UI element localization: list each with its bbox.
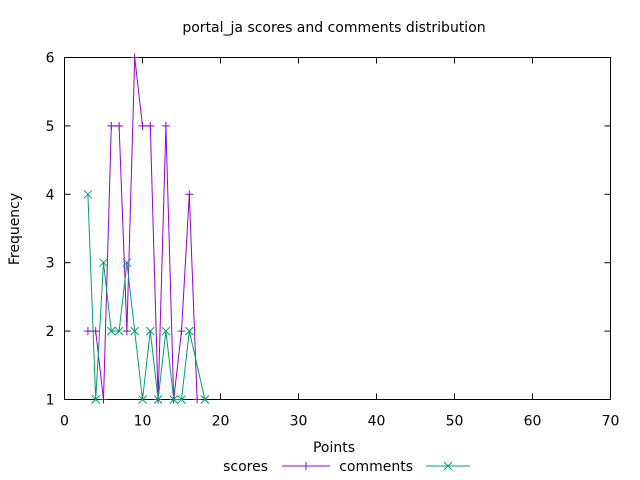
comments-point xyxy=(99,258,108,268)
comments-point xyxy=(177,395,186,404)
x-tick-label: 10 xyxy=(134,414,152,430)
x-tick-label: 70 xyxy=(602,414,620,430)
y-tick-label: 2 xyxy=(46,324,55,340)
comments-point xyxy=(169,395,179,404)
y-tick-label: 6 xyxy=(46,51,55,67)
scores-point xyxy=(130,53,139,62)
scores-series-line xyxy=(87,57,198,400)
comments-point xyxy=(130,326,140,336)
comments-point xyxy=(153,395,163,404)
comments-point xyxy=(83,189,93,199)
scores-point xyxy=(107,121,116,130)
comments-point xyxy=(161,326,171,336)
legend-marker-scores xyxy=(302,462,310,470)
scores-point xyxy=(115,121,124,130)
y-axis-title: Frequency xyxy=(7,193,23,265)
legend-label-scores: scores xyxy=(223,459,268,475)
axis-ticks: 0 10 20 30 40 50 60 70 1 2 3 4 5 6 xyxy=(46,51,620,430)
y-tick-label: 5 xyxy=(46,119,55,135)
legend-marker-comments xyxy=(443,461,453,471)
legend-label-comments: comments xyxy=(339,459,413,475)
legend: scores comments xyxy=(223,459,470,475)
comments-point xyxy=(114,326,124,336)
comments-point xyxy=(138,395,147,404)
scores-point xyxy=(146,121,155,130)
x-tick-label: 20 xyxy=(212,414,230,430)
x-tick-label: 40 xyxy=(368,414,386,430)
scores-point xyxy=(177,327,186,336)
x-tick-label: 50 xyxy=(446,414,464,430)
y-tick-label: 1 xyxy=(46,393,55,409)
x-axis-title: Points xyxy=(313,440,355,456)
x-tick-label: 30 xyxy=(290,414,308,430)
scores-point xyxy=(185,190,194,199)
series-layer xyxy=(83,53,210,404)
y-tick-label: 3 xyxy=(46,256,55,272)
chart-title: portal_ja scores and comments distributi… xyxy=(182,20,485,36)
scores-point xyxy=(99,395,108,404)
comments-point xyxy=(184,326,194,336)
y-tick-label: 4 xyxy=(46,187,55,203)
comments-point xyxy=(91,395,101,404)
scores-point xyxy=(161,121,170,130)
scores-point xyxy=(83,327,92,336)
comments-point xyxy=(200,395,210,404)
x-tick-label: 60 xyxy=(524,414,542,430)
scores-point xyxy=(193,395,202,404)
x-tick-label: 0 xyxy=(60,414,69,430)
scores-point xyxy=(138,121,147,130)
comments-point xyxy=(106,326,116,336)
comments-point xyxy=(145,326,155,336)
plot-frame xyxy=(64,57,611,400)
comments-point xyxy=(122,258,132,268)
scores-point xyxy=(122,327,131,336)
